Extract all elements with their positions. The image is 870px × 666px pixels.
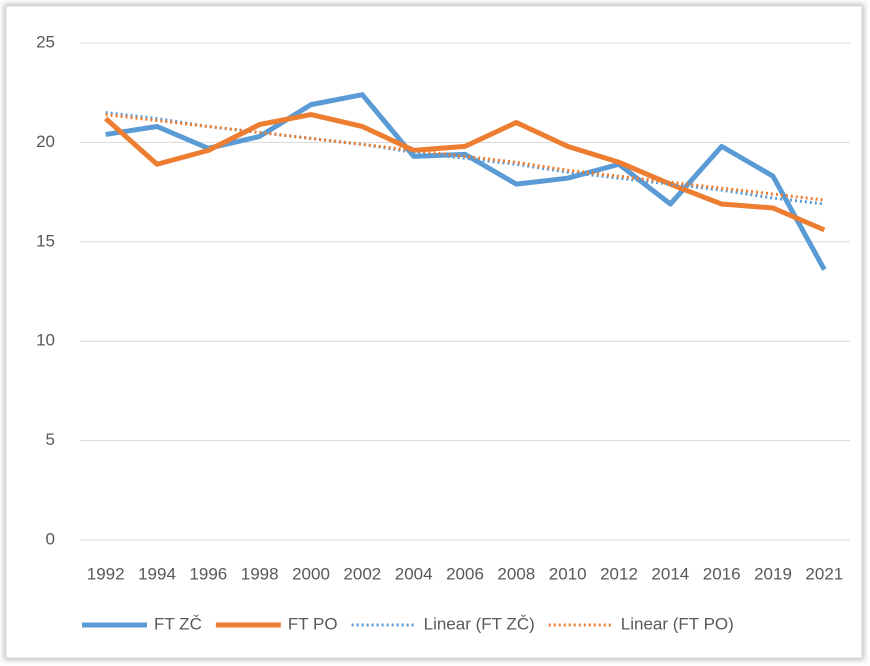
y-tick-label: 0 <box>46 529 55 548</box>
legend-label: Linear (FT ZČ) <box>424 614 535 633</box>
y-tick-label: 25 <box>36 32 55 51</box>
x-tick-label: 2000 <box>292 564 330 583</box>
y-tick-label: 20 <box>36 132 55 151</box>
x-tick-label: 1998 <box>241 564 279 583</box>
series-line <box>105 113 825 202</box>
x-tick-label: 2004 <box>395 564 433 583</box>
x-tick-label: 2019 <box>754 564 792 583</box>
x-tick-label: 1994 <box>138 564 176 583</box>
x-tick-label: 2014 <box>651 564 689 583</box>
x-tick-label: 2008 <box>497 564 535 583</box>
x-tick-label: 2010 <box>549 564 587 583</box>
legend-label: Linear (FT PO) <box>621 614 734 633</box>
legend-label: FT ZČ <box>154 614 202 633</box>
x-tick-label: 2016 <box>703 564 741 583</box>
frame <box>5 5 863 659</box>
x-tick-label: 2006 <box>446 564 484 583</box>
x-tick-label: 1992 <box>87 564 125 583</box>
y-tick-label: 5 <box>46 430 55 449</box>
x-tick-label: 1996 <box>189 564 227 583</box>
legend-label: FT PO <box>288 614 338 633</box>
x-tick-label: 2002 <box>343 564 381 583</box>
x-tick-label: 2012 <box>600 564 638 583</box>
y-tick-label: 10 <box>36 331 55 350</box>
x-tick-label: 2021 <box>805 564 843 583</box>
y-tick-label: 15 <box>36 231 55 250</box>
series-line <box>104 112 826 233</box>
